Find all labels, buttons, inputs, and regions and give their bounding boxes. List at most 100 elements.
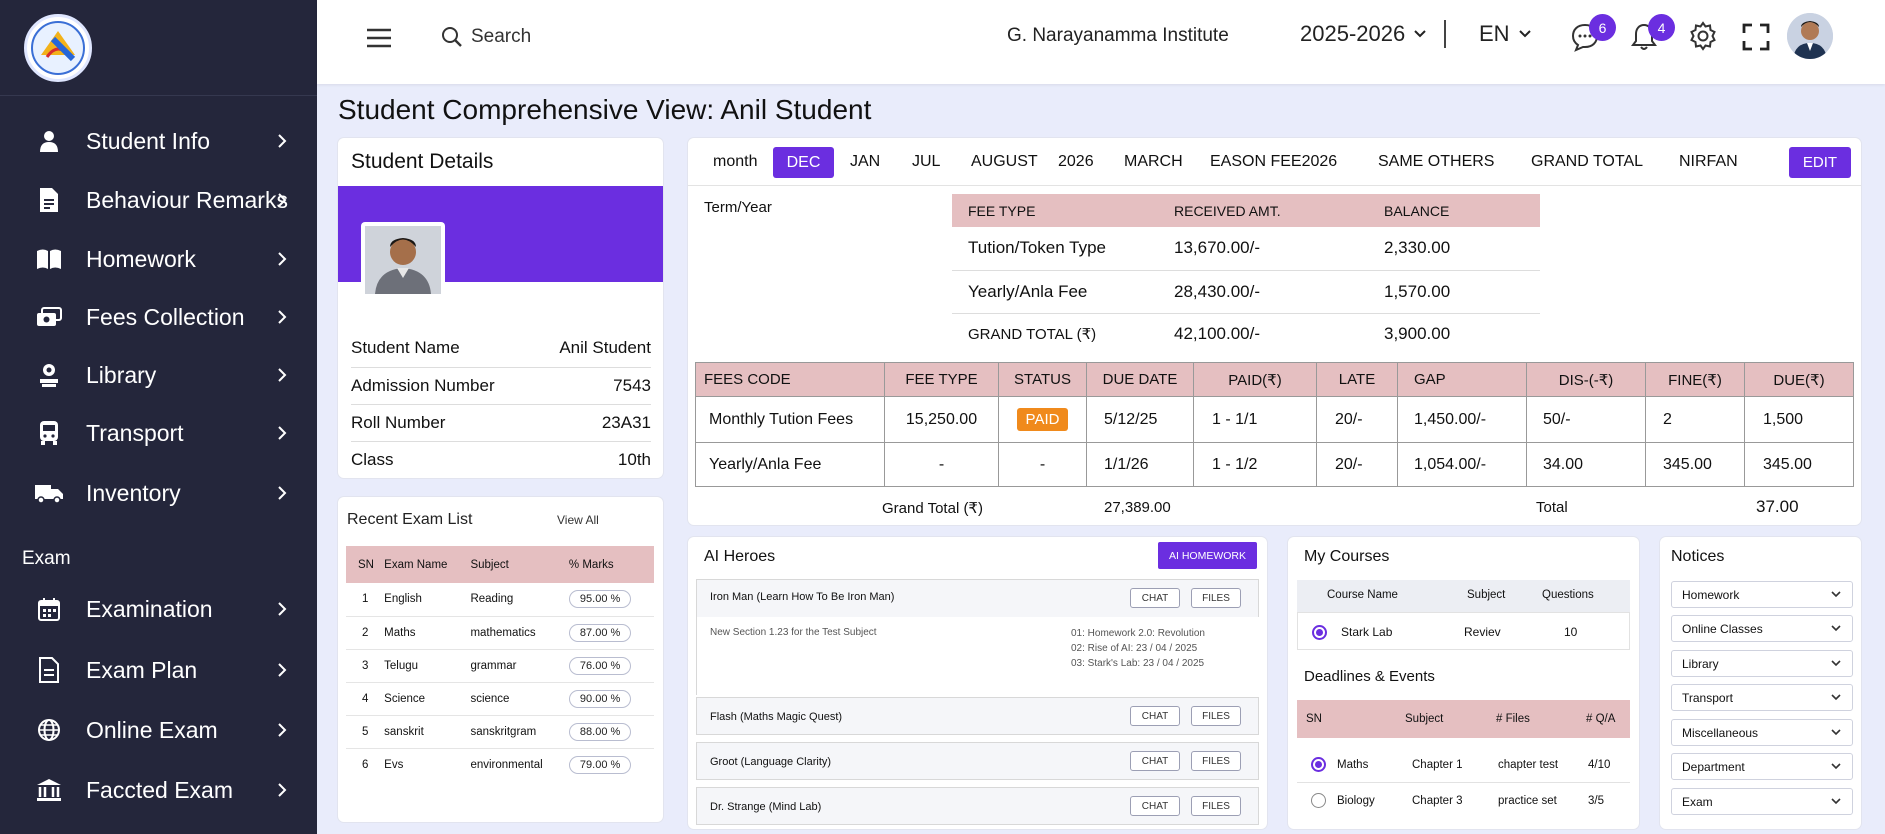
sidebar-item-student-info[interactable]: Student Info [0, 113, 317, 169]
sidebar-item-transport[interactable]: Transport [0, 405, 317, 461]
language-select[interactable]: EN [1479, 21, 1532, 47]
fee-tab-jan[interactable]: JAN [850, 153, 881, 170]
edit-button[interactable]: EDIT [1789, 147, 1851, 178]
table-row[interactable]: 2 Maths mathematics 87.00 % [346, 616, 654, 649]
chevron-down-icon [1831, 798, 1841, 805]
notice-select-online-classes[interactable]: Online Classes [1671, 615, 1853, 642]
radio-selected-icon[interactable] [1311, 757, 1326, 772]
chat-button[interactable]: CHAT [1130, 796, 1180, 816]
deadline-row[interactable]: Biology Chapter 3 practice set 3/5 [1297, 783, 1630, 819]
cell-gap: 1,450.00/- [1397, 396, 1527, 443]
hero-item[interactable]: Dr. Strange (Mind Lab) CHAT FILES [696, 787, 1259, 825]
cell-fine: 345.00 [1645, 442, 1745, 487]
cell-paid: 1 - 1/2 [1193, 442, 1317, 487]
table-header-row: SN Exam Name Subject % Marks [346, 546, 654, 583]
fee-tab-grand-total[interactable]: GRAND TOTAL [1531, 153, 1644, 170]
fee-tab-august[interactable]: AUGUST [971, 153, 1038, 170]
table-row[interactable]: 5 sanskrit sanskritgram 88.00 % [346, 715, 654, 748]
total-label: Total [1536, 499, 1568, 516]
notice-select-exam[interactable]: Exam [1671, 788, 1853, 815]
sidebar-item-examination[interactable]: Examination [0, 581, 317, 637]
column-header: % Marks [568, 558, 614, 571]
table-row[interactable]: Monthly Tution Fees 15,250.00 PAID 5/12/… [695, 396, 1854, 443]
marks-pill: 79.00 % [568, 755, 632, 774]
sidebar-item-exam-plan[interactable]: Exam Plan [0, 642, 317, 698]
fees-card: month DEC JAN JUL AUGUST 2026 MARCH EASO… [688, 138, 1861, 525]
fee-tab-2026[interactable]: 2026 [1058, 153, 1094, 170]
user-avatar[interactable] [1787, 13, 1833, 59]
notice-select-homework[interactable]: Homework [1671, 581, 1853, 608]
info-label: Class [351, 449, 394, 469]
messages-button[interactable]: 6 [1570, 14, 1616, 56]
table-row[interactable]: 1 English Reading 95.00 % [346, 583, 654, 616]
sidebar-item-behaviour-remarks[interactable]: Behaviour Remarks [0, 172, 317, 228]
table-row[interactable]: 4 Science science 90.00 % [346, 682, 654, 715]
page-title: Student Comprehensive View: Anil Student [338, 94, 872, 125]
files-button[interactable]: FILES [1191, 796, 1241, 816]
info-value: 7543 [613, 375, 651, 395]
files-button[interactable]: FILES [1191, 751, 1241, 771]
sidebar-item-faccted-exam[interactable]: Faccted Exam [0, 762, 317, 818]
hamburger-menu-icon[interactable] [365, 26, 393, 50]
table-row[interactable]: 3 Telugu grammar 76.00 % [346, 649, 654, 682]
table-row[interactable]: Yearly/Anla Fee - - 1/1/26 1 - 1/2 20/- … [695, 442, 1854, 487]
column-header: DUE(₹) [1773, 371, 1825, 389]
institute-logo[interactable] [24, 14, 92, 82]
sidebar-item-library[interactable]: Library [0, 347, 317, 403]
chat-button[interactable]: CHAT [1130, 751, 1180, 771]
gear-icon[interactable] [1688, 21, 1718, 51]
messages-count-badge: 6 [1589, 14, 1616, 41]
hero-item[interactable]: Flash (Maths Magic Quest) CHAT FILES [696, 697, 1259, 735]
fee-tab-march[interactable]: MARCH [1124, 153, 1183, 170]
year-select[interactable]: 2025-2026 [1300, 21, 1427, 47]
files-button[interactable]: FILES [1191, 706, 1241, 726]
fee-tabs-bar [688, 138, 1861, 186]
search-box[interactable]: Search [441, 22, 641, 52]
radio-unselected-icon[interactable] [1311, 793, 1326, 808]
fee-tab-same-others[interactable]: SAME OTHERS [1378, 153, 1495, 170]
deadline-row[interactable]: Maths Chapter 1 chapter test 4/10 [1297, 747, 1630, 783]
chat-button[interactable]: CHAT [1130, 706, 1180, 726]
fee-tab-jul[interactable]: JUL [912, 153, 941, 170]
fee-tab-eason-fee2026[interactable]: EASON FEE2026 [1210, 153, 1338, 170]
info-value: Anil Student [559, 338, 651, 358]
view-all-link[interactable]: View All [557, 513, 599, 527]
cell-subject: science [470, 692, 510, 705]
fullscreen-icon[interactable] [1742, 23, 1770, 51]
hero-name: Dr. Strange (Mind Lab) [710, 801, 822, 813]
notice-select-library[interactable]: Library [1671, 650, 1853, 677]
radio-selected-icon[interactable] [1312, 625, 1327, 640]
fee-tab-nirfan[interactable]: NIRFAN [1679, 153, 1738, 170]
recent-exam-title: Recent Exam List [347, 511, 473, 528]
column-header: BALANCE [1384, 202, 1450, 219]
notice-select-miscellaneous[interactable]: Miscellaneous [1671, 719, 1853, 746]
topbar: Search G. Narayanamma Institute 2025-202… [317, 0, 1885, 84]
cell-fee-type: - [884, 442, 999, 487]
chevron-down-icon [1831, 729, 1841, 736]
chat-button[interactable]: CHAT [1130, 588, 1180, 608]
hero-item[interactable]: Groot (Language Clarity) CHAT FILES [696, 742, 1259, 780]
student-info-table: Student Name Anil Student Admission Numb… [351, 330, 651, 478]
chevron-down-icon [1831, 660, 1841, 667]
fee-tab-dec[interactable]: DEC [773, 147, 834, 178]
sidebar-item-fees-collection[interactable]: Fees Collection [0, 289, 317, 345]
sidebar-item-online-exam[interactable]: Online Exam [0, 702, 317, 758]
marks-pill: 76.00 % [568, 656, 632, 675]
notice-select-transport[interactable]: Transport [1671, 684, 1853, 711]
course-row[interactable]: Stark Lab Reviev 10 [1297, 612, 1630, 650]
chevron-right-icon [278, 368, 287, 382]
fee-detail-table: FEES CODE FEE TYPE STATUS DUE DATE PAID(… [695, 362, 1854, 487]
hero-item[interactable]: Iron Man (Learn How To Be Iron Man) CHAT… [696, 579, 1260, 695]
ai-homework-button[interactable]: AI HOMEWORK [1158, 542, 1257, 569]
cell-late: 20/- [1316, 442, 1398, 487]
notifications-button[interactable]: 4 [1629, 14, 1675, 56]
sidebar-item-inventory[interactable]: Inventory [0, 465, 317, 521]
column-header: Subject [470, 558, 509, 571]
fee-tab-month[interactable]: month [713, 153, 758, 170]
sidebar-item-homework[interactable]: Homework [0, 231, 317, 287]
cell-received: 42,100.00/- [1174, 323, 1261, 343]
notice-select-department[interactable]: Department [1671, 753, 1853, 780]
table-row[interactable]: 6 Evs environmental 79.00 % [346, 748, 654, 781]
cell-subject: sanskritgram [470, 725, 537, 738]
files-button[interactable]: FILES [1191, 588, 1241, 608]
